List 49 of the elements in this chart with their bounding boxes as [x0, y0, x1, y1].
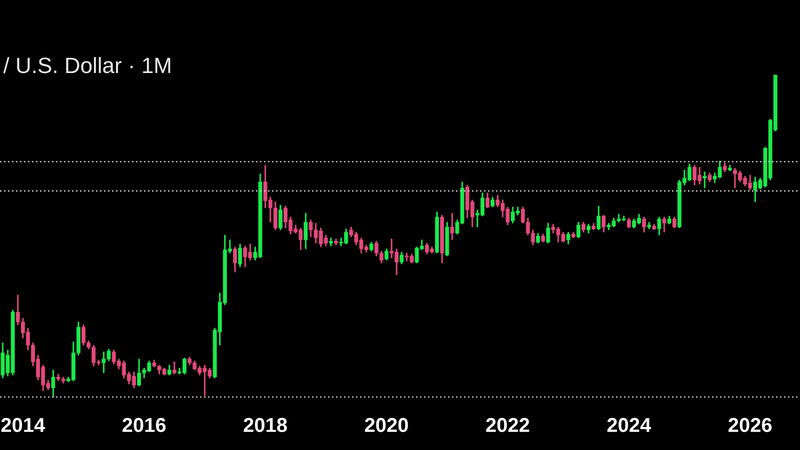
x-tick-label: 2016 — [122, 418, 166, 432]
candlestick — [450, 212, 454, 240]
candlestick — [233, 246, 237, 272]
candlestick — [334, 238, 338, 246]
x-tick-label: 2024 — [607, 418, 652, 432]
candlestick — [536, 232, 540, 244]
candlestick — [576, 222, 580, 238]
candlestick — [304, 212, 308, 250]
candlestick — [592, 222, 596, 230]
candlestick — [384, 248, 388, 260]
candlestick — [486, 192, 490, 208]
candlestick — [581, 222, 586, 232]
candlestick — [541, 234, 546, 242]
candlestick — [722, 162, 727, 172]
x-tick-label: 2020 — [364, 418, 408, 432]
x-tick-label: 2022 — [486, 418, 530, 432]
candlestick — [566, 232, 570, 244]
candlestick — [642, 216, 646, 232]
candlestick — [728, 164, 732, 172]
x-tick-label: 2018 — [244, 418, 287, 432]
candlestick — [435, 212, 439, 254]
candlestick — [546, 222, 550, 244]
candlestick — [400, 252, 404, 264]
candlestick — [490, 196, 495, 208]
candlestick — [440, 214, 444, 264]
candlestick — [626, 218, 631, 228]
candlestick — [369, 242, 374, 252]
x-tick-label: 2014 — [1, 418, 46, 432]
candlestick — [445, 222, 450, 256]
candlestick — [328, 238, 333, 246]
candlestick — [702, 172, 707, 188]
candlestick — [652, 224, 656, 230]
candlestick — [51, 370, 56, 398]
candlestick — [167, 364, 172, 376]
candlestick — [708, 172, 712, 182]
candlestick — [238, 244, 242, 268]
x-tick-label: 2026 — [728, 418, 772, 432]
candlestick — [672, 216, 676, 228]
candlestick — [647, 222, 652, 230]
candlestick — [667, 216, 672, 224]
candlestick — [602, 214, 606, 232]
chart-title: / U.S. Dollar · 1M — [3, 57, 170, 74]
candlestick — [278, 204, 282, 230]
candlestick — [571, 232, 576, 238]
candlestick — [657, 216, 662, 236]
candlestick — [596, 206, 601, 230]
candlestick — [586, 224, 590, 234]
candlestick — [662, 216, 666, 232]
candlestick — [172, 362, 176, 374]
